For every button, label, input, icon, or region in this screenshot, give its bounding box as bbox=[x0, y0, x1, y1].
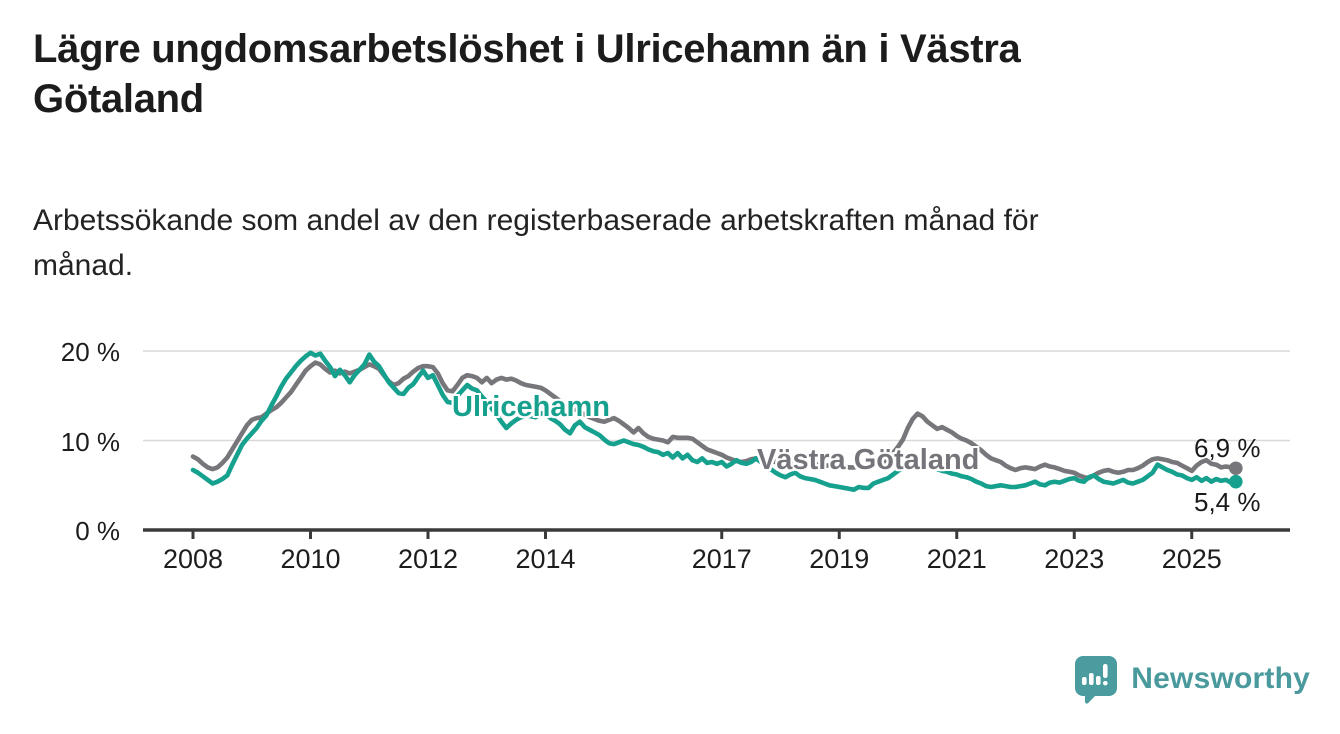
x-axis-label: 2025 bbox=[1161, 544, 1222, 574]
x-axis-label: 2012 bbox=[397, 544, 459, 574]
end-value-vastra-gotaland: 6,9 % bbox=[1194, 433, 1261, 463]
chart-subtitle-line-2: månad. bbox=[33, 249, 134, 282]
page-title: Lägre ungdomsarbetslöshet i Ulricehamn ä… bbox=[33, 24, 1293, 124]
newsworthy-logo: Newsworthy bbox=[1073, 653, 1310, 705]
series-end-dot-ulricehamn bbox=[1229, 474, 1243, 489]
page-title-line-1: Lägre ungdomsarbetslöshet i Ulricehamn ä… bbox=[33, 27, 1021, 71]
series-end-dot-v-stra-g-taland bbox=[1229, 461, 1243, 476]
end-value-ulricehamn: 5,4 % bbox=[1194, 487, 1261, 517]
y-axis-label: 10 % bbox=[60, 426, 120, 457]
x-axis-label: 2021 bbox=[926, 544, 987, 574]
y-axis-label: 20 % bbox=[60, 337, 120, 367]
page-title-line-2: Götaland bbox=[33, 77, 204, 121]
newsworthy-logo-text: Newsworthy bbox=[1131, 662, 1310, 695]
series-line-v-stra-g-taland bbox=[190, 360, 1239, 481]
x-axis-label: 2019 bbox=[809, 544, 870, 574]
series-line-ulricehamn bbox=[190, 350, 1239, 492]
chart-subtitle-line-1: Arbetssökande som andel av den registerb… bbox=[33, 204, 1039, 237]
x-axis-label: 2010 bbox=[280, 544, 341, 574]
series-label-ulricehamn: Ulricehamn bbox=[452, 391, 610, 423]
x-axis-label: 2014 bbox=[515, 544, 576, 574]
x-axis-label: 2017 bbox=[691, 544, 752, 574]
chart-subtitle: Arbetssökande som andel av den registerb… bbox=[33, 198, 1253, 288]
x-axis-label: 2023 bbox=[1044, 544, 1105, 574]
series-label-vastra-gotaland: Västra Götaland bbox=[757, 444, 980, 476]
x-axis-label: 2008 bbox=[162, 544, 224, 574]
newsworthy-logo-icon bbox=[1075, 656, 1118, 704]
y-axis-label: 0 % bbox=[75, 516, 120, 546]
